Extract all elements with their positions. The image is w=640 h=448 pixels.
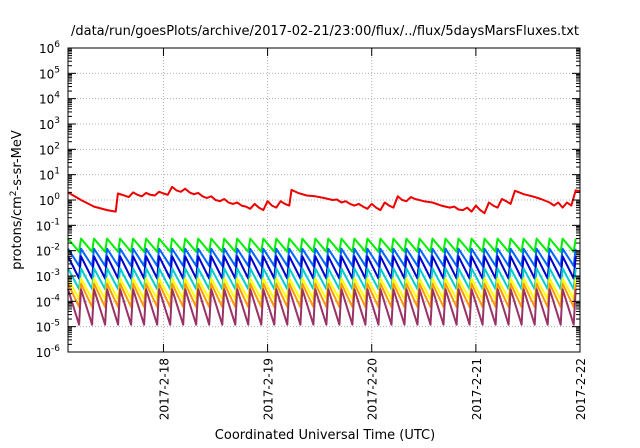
y-tick-label: 104	[39, 91, 60, 107]
x-tick-label: 2017-2-22	[574, 358, 588, 420]
y-tick-label: 103	[39, 116, 60, 132]
chart-title: /data/run/goesPlots/archive/2017-02-21/2…	[71, 24, 579, 39]
x-tick-label: 2017-2-21	[470, 358, 484, 420]
series-line-2	[67, 237, 577, 253]
y-tick-label: 10-5	[36, 319, 60, 335]
series-line-3	[67, 247, 577, 267]
y-tick-label: 100	[39, 192, 60, 208]
y-axis-label: protons/cm2-s-sr-MeV	[9, 130, 25, 270]
y-tick-label: 10-4	[36, 293, 61, 309]
y-tick-label: 10-1	[36, 217, 60, 233]
y-tick-label: 10-6	[36, 344, 61, 360]
series-line-1	[67, 185, 581, 215]
y-tick-label: 10-2	[36, 243, 60, 259]
y-tick-label: 102	[39, 141, 60, 157]
x-tick-label: 2017-2-20	[366, 358, 380, 420]
y-tick-label: 10-3	[36, 268, 60, 284]
y-tick-label: 106	[39, 40, 60, 56]
series-line-8	[67, 288, 577, 326]
x-axis-label: Coordinated Universal Time (UTC)	[215, 428, 435, 443]
y-tick-group: 10-6 10-5 10-4 10-3 10-2 10-1 100 101 102 103 104 1…	[36, 40, 580, 360]
series-group	[67, 185, 581, 326]
x-tick-label: 2017-2-18	[157, 358, 171, 420]
x-tick-group: 2017-2-18 2017-2-19 2017-2-20 2017-2-21 2017…	[157, 48, 588, 420]
x-tick-label: 2017-2-19	[262, 358, 276, 420]
y-tick-label: 101	[39, 167, 60, 183]
y-tick-label: 105	[39, 65, 60, 81]
